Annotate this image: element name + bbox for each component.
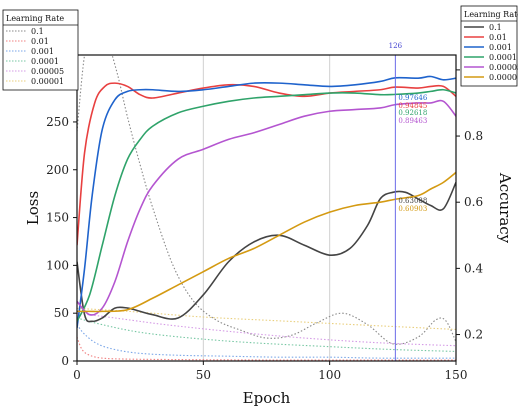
y-left-tick-label: 150 xyxy=(46,211,69,225)
value-label-2: 0.92618 xyxy=(398,109,427,117)
y-right-tick-label: 0.6 xyxy=(464,195,483,209)
y-left-tick-label: 100 xyxy=(46,258,69,272)
y-left-tick-label: 200 xyxy=(46,163,69,177)
value-label-5: 0.60903 xyxy=(398,205,427,213)
x-tick-label: 100 xyxy=(318,368,341,382)
accuracy-series-group xyxy=(77,75,456,329)
legend-label-0: 0.1 xyxy=(489,23,502,32)
loss-line-3 xyxy=(77,317,456,352)
loss-line-2 xyxy=(77,324,456,359)
legend-label-4: 0.00005 xyxy=(31,67,64,76)
legend-label-4: 0.00005 xyxy=(489,63,518,72)
legend-title: Learning Rate xyxy=(6,14,64,23)
value-label-3: 0.89463 xyxy=(398,117,427,125)
accuracy-line-0 xyxy=(77,182,456,323)
accuracy-legend: Learning Rate 0.10.010.0010.00010.000050.… xyxy=(460,5,518,87)
x-axis-label: Epoch xyxy=(243,389,291,407)
y-right-tick-label: 0.4 xyxy=(464,261,483,275)
x-tick-label: 50 xyxy=(196,368,211,382)
value-label-0: 0.97646 xyxy=(398,94,427,102)
accuracy-line-3 xyxy=(77,88,456,322)
legend-label-1: 0.01 xyxy=(489,33,507,42)
legend-label-5: 0.00001 xyxy=(489,73,518,82)
loss-line-4 xyxy=(77,312,456,347)
x-tick-label: 0 xyxy=(73,368,81,382)
legend-label-2: 0.001 xyxy=(489,43,512,52)
y-right-tick-label: 0.2 xyxy=(464,328,483,342)
loss-series-group xyxy=(77,55,456,361)
plot-border xyxy=(76,54,457,362)
accuracy-line-4 xyxy=(77,99,456,316)
legend-label-3: 0.0001 xyxy=(489,53,517,62)
y-right-tick-label: 0.8 xyxy=(464,129,483,143)
legend-label-1: 0.01 xyxy=(31,37,49,46)
accuracy-line-5 xyxy=(77,171,456,313)
legend-title: Learning Rate xyxy=(464,10,518,19)
legend-box xyxy=(460,5,518,87)
loss-legend: Learning Rate 0.10.010.0010.00010.000050.… xyxy=(2,9,79,91)
accuracy-line-2 xyxy=(77,75,456,329)
loss-line-0 xyxy=(77,55,456,345)
y-axis-label-right: Accuracy xyxy=(496,172,514,244)
value-label-4: 0.63088 xyxy=(398,197,427,205)
y-left-tick-label: 250 xyxy=(46,115,69,129)
value-label-1: 0.94845 xyxy=(398,102,427,110)
legend-label-0: 0.1 xyxy=(31,27,44,36)
legend-label-3: 0.0001 xyxy=(31,57,59,66)
epoch-marker: 126 xyxy=(389,42,403,361)
marker-label: 126 xyxy=(389,42,403,50)
legend-label-5: 0.00001 xyxy=(31,77,64,86)
y-left-tick-label: 0 xyxy=(61,354,69,368)
legend-label-2: 0.001 xyxy=(31,47,54,56)
y-axis-label-left: Loss xyxy=(24,191,42,225)
legend-box xyxy=(2,9,79,91)
y-left-tick-label: 50 xyxy=(54,306,69,320)
x-tick-label: 150 xyxy=(445,368,468,382)
